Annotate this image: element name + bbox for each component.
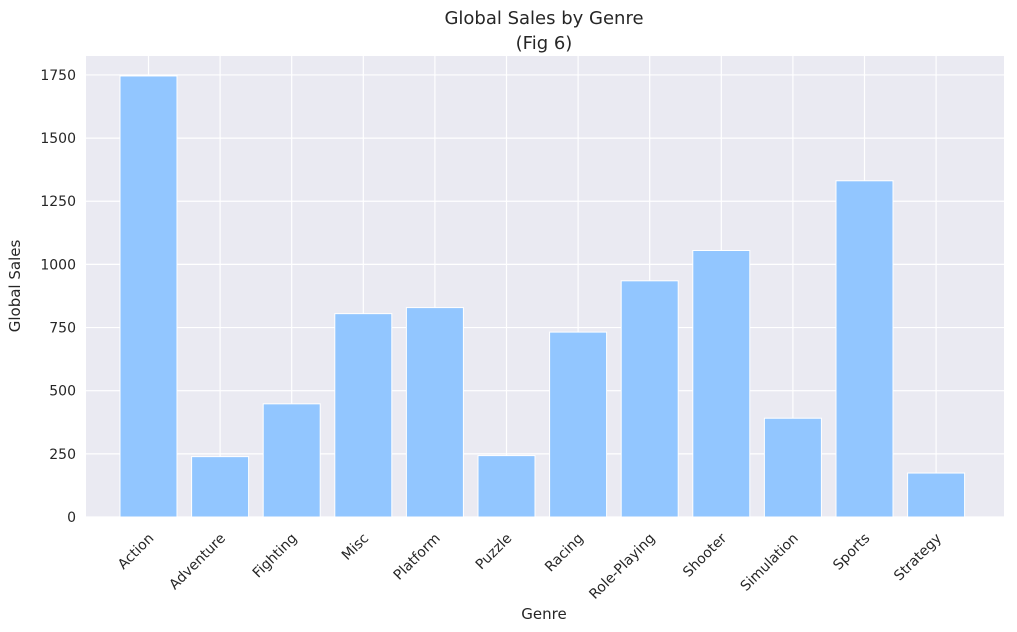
- bar-role-playing: [620, 280, 679, 518]
- x-tick-label: Simulation: [738, 531, 802, 595]
- y-tick-label: 1000: [40, 257, 76, 273]
- chart-subtitle: (Fig 6): [516, 33, 573, 54]
- y-tick-label: 500: [49, 384, 76, 400]
- x-tick-label: Sports: [830, 531, 873, 574]
- bar-sports: [835, 180, 894, 518]
- bar-action: [119, 75, 178, 518]
- bar-simulation: [763, 417, 822, 518]
- x-tick-label: Shooter: [680, 530, 730, 580]
- x-tick-label: Fighting: [250, 531, 301, 582]
- y-tick-label: 1750: [40, 68, 76, 84]
- x-axis-title: Genre: [521, 605, 566, 623]
- y-tick-label: 0: [67, 510, 76, 526]
- bar-strategy: [907, 472, 966, 518]
- bar-fighting: [262, 403, 321, 518]
- x-tick-label: Platform: [391, 531, 444, 584]
- y-tick-labels: 0 250 500 750 1000 1250 1500 1750: [40, 68, 76, 526]
- x-tick-label: Strategy: [891, 531, 945, 585]
- x-tick-labels: Action Adventure Fighting Misc Platform Puzzl…: [115, 530, 945, 602]
- x-tick-label: Racing: [542, 531, 587, 576]
- x-tick-label: Misc: [339, 531, 372, 564]
- bar-shooter: [692, 250, 751, 518]
- chart-title: Global Sales by Genre: [444, 8, 643, 29]
- y-tick-label: 750: [49, 321, 76, 337]
- x-tick-label: Action: [115, 531, 157, 573]
- bar-racing: [549, 331, 608, 518]
- bar-misc: [334, 313, 393, 518]
- y-tick-label: 1500: [40, 131, 76, 147]
- y-axis-title: Global Sales: [6, 240, 24, 333]
- x-tick-label: Adventure: [166, 531, 229, 594]
- x-tick-label: Puzzle: [473, 531, 516, 574]
- bars: [119, 75, 966, 518]
- x-tick-label: Role-Playing: [586, 531, 658, 603]
- bar-platform: [405, 307, 464, 518]
- bar-adventure: [191, 456, 250, 518]
- bar-puzzle: [477, 455, 536, 518]
- y-tick-label: 1250: [40, 194, 76, 210]
- y-tick-label: 250: [49, 447, 76, 463]
